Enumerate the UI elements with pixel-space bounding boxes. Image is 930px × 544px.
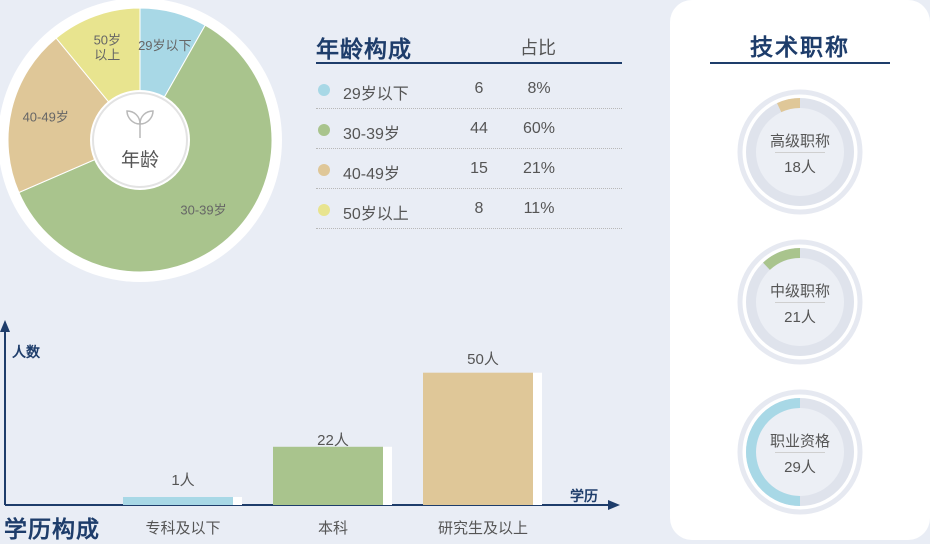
legend-dot (318, 164, 330, 176)
bar-1 (123, 497, 233, 505)
age-row-over50: 50岁以上 8 11% (316, 188, 622, 229)
age-row-label: 50岁以上 (343, 206, 409, 223)
legend-dot (318, 84, 330, 96)
tech-item-value: 18人 (784, 159, 816, 176)
age-share-header: 占比 (520, 38, 556, 58)
education-section-title: 学历构成 (4, 516, 100, 543)
tech-item-name: 中级职称 (769, 283, 830, 300)
x-axis-arrow (608, 500, 620, 510)
tech-item-value: 21人 (784, 309, 816, 326)
age-section-title: 年龄构成 (316, 36, 412, 63)
bar-highlight (533, 372, 542, 505)
pie-slice-label: 40-49岁 (23, 109, 69, 124)
tech-ring-progress (777, 98, 801, 113)
y-axis-arrow (0, 320, 10, 332)
age-row-30-39: 30-39岁 44 60% (316, 108, 622, 149)
bar-highlight (233, 497, 242, 505)
pie-slice-label: 30-39岁 (180, 203, 226, 218)
age-row-label: 30-39岁 (343, 126, 400, 143)
y-axis-label: 人数 (12, 344, 40, 360)
age-pie-chart: 年龄 29岁以下 30-39岁 40-49岁 50岁以上 (0, 0, 282, 282)
age-row-pct: 11% (523, 200, 555, 217)
age-row-pct: 8% (527, 80, 551, 97)
pie-center-ring (92, 92, 188, 188)
pie-slice-label: 29岁以下 (138, 38, 191, 53)
tech-item-value: 29人 (784, 459, 816, 476)
age-row-count: 8 (474, 200, 484, 217)
tech-item-name: 高级职称 (769, 133, 830, 150)
bar-value-label: 1人 (171, 472, 195, 489)
tech-item-name: 职业资格 (769, 433, 830, 450)
age-row-under29: 29岁以下 6 8% (316, 68, 622, 109)
age-row-label: 29岁以下 (343, 86, 409, 103)
age-row-count: 15 (470, 160, 488, 177)
age-title-rule (316, 62, 622, 64)
bar-3 (423, 372, 533, 505)
pie-center-label: 年龄 (121, 149, 159, 171)
bar-highlight (383, 446, 392, 505)
bar-category-label: 专科及以下 (145, 520, 221, 537)
bar-2 (273, 446, 383, 505)
legend-dot (318, 204, 330, 216)
tech-item-divider (775, 152, 825, 153)
tech-title-rule (710, 62, 890, 64)
age-row-40-49: 40-49岁 15 21% (316, 148, 622, 189)
age-row-count: 6 (474, 80, 484, 97)
bar-category-label: 研究生及以上 (437, 520, 528, 537)
x-axis-label: 学历 (570, 488, 598, 504)
age-row-pct: 21% (522, 160, 556, 177)
tech-section-title: 技术职称 (750, 34, 850, 61)
legend-dot (318, 124, 330, 136)
tech-ring-progress (746, 398, 801, 506)
education-bar-chart (0, 320, 620, 510)
age-row-count: 44 (470, 120, 488, 137)
bar-value-label: 50人 (467, 351, 499, 368)
tech-item-divider (775, 302, 825, 303)
tech-ring-progress (763, 248, 801, 271)
age-row-pct: 60% (522, 120, 556, 137)
sprout-icon (126, 110, 154, 138)
bar-category-label: 本科 (317, 520, 348, 537)
tech-item-divider (775, 452, 825, 453)
pie-slice-label: 50岁以上 (94, 33, 121, 63)
pie-center-disc (90, 90, 190, 190)
bar-value-label: 22人 (317, 432, 349, 449)
age-row-label: 40-49岁 (343, 166, 400, 183)
